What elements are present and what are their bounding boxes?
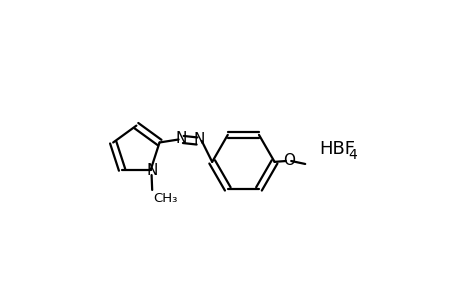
- Text: N: N: [146, 163, 157, 178]
- Text: 4: 4: [347, 148, 356, 162]
- Text: HBF: HBF: [319, 140, 354, 158]
- Text: CH₃: CH₃: [153, 192, 177, 205]
- Text: O: O: [282, 154, 294, 169]
- Text: N: N: [175, 130, 186, 146]
- Text: N: N: [193, 132, 205, 147]
